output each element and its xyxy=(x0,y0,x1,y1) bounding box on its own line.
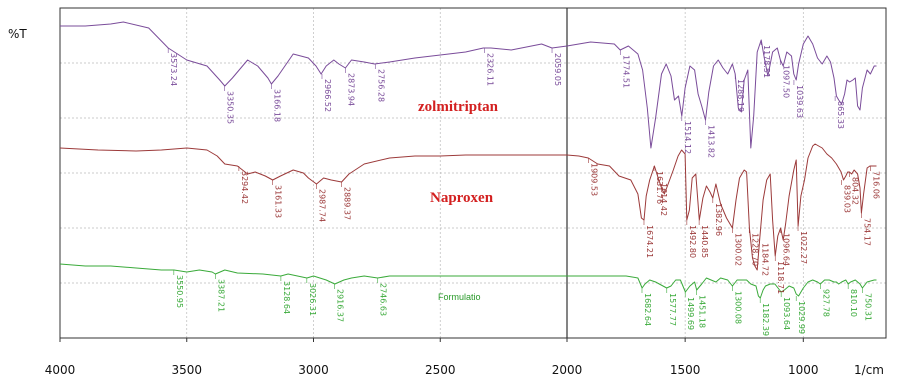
series-line-naproxen xyxy=(59,143,877,271)
series-line-zolmitriptan xyxy=(60,21,877,149)
x-tick-label: 1500 xyxy=(670,363,701,377)
peak-label: 1096.64 xyxy=(782,233,791,266)
peak-label: 1774.51 xyxy=(621,55,630,88)
peak-labels: 3573.24 3350.35 3166.18 2966.52 2873.94 2756.… xyxy=(167,40,880,336)
peak-label: 1039.63 xyxy=(795,85,804,118)
x-tick-label: 2500 xyxy=(425,363,456,377)
x-tick-label: 4000 xyxy=(45,363,76,377)
peak-label: 3387.21 xyxy=(216,279,225,312)
peak-label: 865.33 xyxy=(836,101,845,129)
peak-label: 1382.96 xyxy=(714,203,723,236)
peak-label: 1184.72 xyxy=(761,243,770,276)
peak-label: 2889.37 xyxy=(343,187,352,220)
plot-frame xyxy=(59,7,887,339)
peak-label: 3166.18 xyxy=(272,89,281,122)
peak-label: 2916.37 xyxy=(336,289,345,322)
peak-label: 1909.53 xyxy=(589,163,598,196)
peak-label: 1288.19 xyxy=(736,79,745,112)
peak-label: 2059.05 xyxy=(553,53,562,86)
peak-label: 1022.27 xyxy=(799,231,808,264)
peak-label: 1674.21 xyxy=(645,225,654,258)
peak-label: 1492.80 xyxy=(688,225,697,258)
x-axis-ticks: 4000 3500 3000 2500 2000 1500 1000 xyxy=(45,338,819,377)
x-tick-label: 3500 xyxy=(171,363,202,377)
peak-label: 1228.70 xyxy=(750,233,759,266)
peak-label: 1178.51 xyxy=(762,45,771,78)
peak-label: 839.03 xyxy=(842,185,851,213)
peak-label: 3128.64 xyxy=(282,281,291,314)
peak-label: 1097.50 xyxy=(781,65,790,98)
peak-label: 2873.94 xyxy=(347,73,356,106)
peak-label: 810.10 xyxy=(849,289,858,317)
y-axis-label: %T xyxy=(8,27,27,41)
peak-label: 3550.95 xyxy=(175,275,184,308)
peak-label: 2966.52 xyxy=(323,79,332,112)
peak-label: 754.17 xyxy=(862,218,871,246)
peak-label: 750.31 xyxy=(863,293,872,321)
peak-label: 1440.85 xyxy=(700,225,709,258)
series-label-naproxen: Naproxen xyxy=(430,190,494,206)
peak-label: 1499.69 xyxy=(686,297,695,330)
peak-label: 1614.42 xyxy=(659,183,668,216)
peak-label: 1577.77 xyxy=(668,293,677,326)
peak-label: 1300.02 xyxy=(733,233,742,266)
peak-label: 1514.12 xyxy=(683,121,692,154)
peak-label: 3573.24 xyxy=(169,53,178,86)
peak-label: 1451.18 xyxy=(698,295,707,328)
peak-label: 2326.11 xyxy=(485,53,494,86)
peak-label: 716.06 xyxy=(871,171,880,199)
peak-label: 3026.31 xyxy=(308,283,317,316)
peak-label: 1029.99 xyxy=(797,301,806,334)
peak-label: 1182.39 xyxy=(761,303,770,336)
series-label-zolmitriptan: zolmitriptan xyxy=(418,99,499,115)
peak-label: 3294.42 xyxy=(240,171,249,204)
peak-label: 1413.82 xyxy=(707,125,716,158)
peak-label: 3350.35 xyxy=(226,91,235,124)
peak-label: 927.78 xyxy=(821,289,830,317)
peak-label: 1300.08 xyxy=(733,291,742,324)
x-tick-label: 2000 xyxy=(552,363,583,377)
peak-label: 1682.64 xyxy=(643,293,652,326)
peak-label: 1093.64 xyxy=(782,297,791,330)
x-tick-label: 1000 xyxy=(788,363,819,377)
series-label-formulation: Formulatio xyxy=(438,292,481,302)
peak-label: 1118.71 xyxy=(776,261,785,294)
peak-label: 804.32 xyxy=(851,177,860,205)
x-axis-unit: 1/cm xyxy=(854,363,884,377)
peak-label: 2756.28 xyxy=(376,69,385,102)
peak-label: 2987.74 xyxy=(318,189,327,222)
x-tick-label: 3000 xyxy=(298,363,329,377)
peak-label: 3161.33 xyxy=(274,185,283,218)
peak-label: 2746.63 xyxy=(379,283,388,316)
peak-label: 1631.76 xyxy=(655,171,664,204)
